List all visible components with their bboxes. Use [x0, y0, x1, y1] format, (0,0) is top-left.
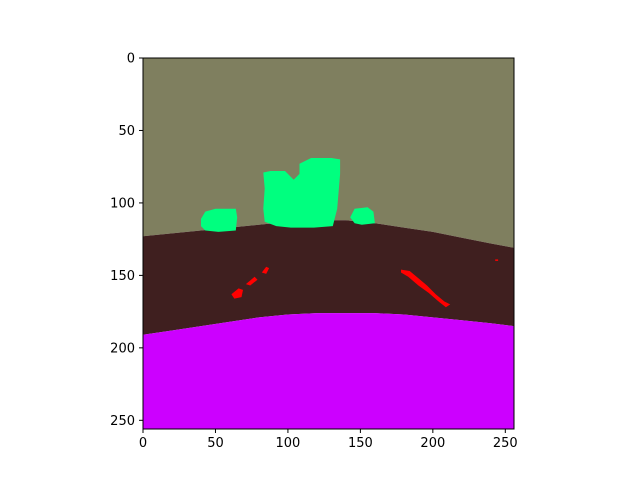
- x-tick-label: 100: [276, 436, 301, 451]
- region-streak-10: [495, 259, 499, 261]
- x-tick-label: 0: [139, 436, 147, 451]
- region-foliage-5: [350, 207, 375, 225]
- y-tick-label: 150: [110, 269, 135, 284]
- x-tick-label: 200: [420, 436, 445, 451]
- y-tick-label: 100: [110, 196, 135, 211]
- x-tick-label: 150: [348, 436, 373, 451]
- region-lower-2: [143, 313, 514, 429]
- y-tick-label: 250: [110, 414, 135, 429]
- x-tick-label: 250: [493, 436, 518, 451]
- segmentation-image: [143, 58, 514, 429]
- region-sky-0: [143, 58, 514, 248]
- region-ground-1: [143, 220, 514, 335]
- y-tick-label: 0: [127, 52, 135, 67]
- y-tick-label: 200: [110, 341, 135, 356]
- axes-frame: [142, 57, 515, 430]
- region-foliage-3: [201, 208, 238, 232]
- region-streak-7: [245, 276, 258, 286]
- region-streak-9: [401, 269, 451, 308]
- region-foliage-4: [263, 158, 341, 228]
- y-axis: 0 50 100 150 200 250: [110, 52, 143, 429]
- y-tick-label: 50: [118, 124, 135, 139]
- region-streak-8: [261, 266, 270, 274]
- region-streak-6: [231, 288, 243, 299]
- x-axis: 0 50 100 150 200 250: [139, 429, 518, 451]
- x-tick-label: 50: [207, 436, 224, 451]
